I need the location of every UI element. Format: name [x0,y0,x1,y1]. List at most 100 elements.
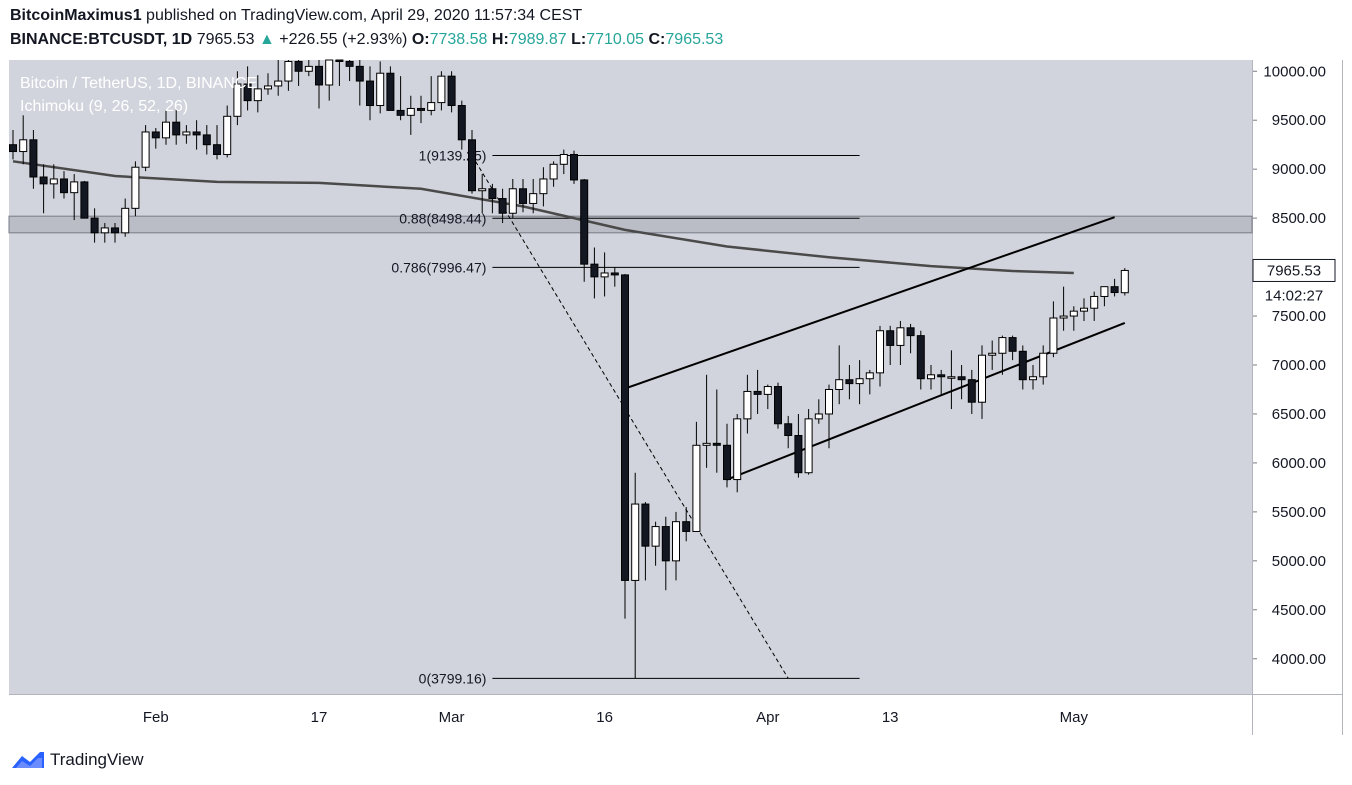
candle-body [825,388,833,415]
candle-body [804,418,813,474]
candle-body [947,376,956,379]
candle-body [335,59,344,62]
candle-body [998,337,1007,354]
x-tick-label: Feb [143,709,169,726]
candle-body [590,263,599,278]
candle-body [1110,286,1119,294]
candle-body [151,131,160,139]
high-value: 7989.87 [508,31,567,48]
candle-body [855,378,864,385]
candle-body [580,179,589,265]
candle-body [763,386,772,395]
candle-body [315,65,323,86]
x-tick-label: 16 [596,709,613,726]
candle-body [9,144,17,153]
fib-trend-line[interactable] [471,155,789,679]
candle-body [162,121,170,139]
candle-body [253,88,262,102]
candle-body [376,72,385,107]
candle-body [559,153,568,165]
candle-body [519,188,527,204]
candle-body [182,131,191,136]
price-change: +226.55 (+2.93%) [279,31,408,48]
chart-title: Bitcoin / TetherUS, 1D, BINANCE [20,75,257,92]
candle-body [1039,352,1048,378]
channel-lower-line[interactable] [726,321,1126,481]
candle-body [325,59,334,86]
ohlc-line: BINANCE:BTCUSDT, 1D 7965.53 ▲ +226.55 (+… [10,31,723,49]
candle-body [49,178,58,185]
y-tick-label: 9000.00 [1272,161,1326,178]
close-label: C: [648,31,666,48]
candle-body [1080,307,1088,312]
candle-body [865,372,874,380]
candle-body [682,521,691,532]
fib-retracement[interactable]: 1(9139.25) 0.88(8498.44) 0.786(7996.47) 0(3… [391,148,860,687]
candle-body [437,75,446,104]
moving-average-line [12,160,1074,275]
candle-body [406,107,415,116]
resistance-zone [8,215,1253,234]
x-tick-label: 17 [311,709,328,726]
candle-body [539,178,548,195]
candle-body [508,188,517,214]
fib-level-label: 0(3799.16) [419,670,487,686]
last-price: 7965.53 [196,31,255,48]
y-tick-label: 5500.00 [1272,504,1326,521]
candle-body [927,374,935,380]
candle-body [111,227,119,234]
candle-body [1008,337,1017,352]
candle-body [692,444,701,532]
candle-body [1018,350,1027,381]
candle-body [988,352,997,356]
y-tick-label: 6500.00 [1272,406,1326,423]
x-axis-ticks: Feb 17 Mar 16 Apr 13 May [143,709,1089,726]
candle-body [876,330,884,374]
low-value: 7710.05 [586,31,645,48]
tradingview-label: TradingView [50,750,144,769]
candle-body [886,330,895,346]
candle-body [386,72,395,111]
candle-body [202,134,211,146]
candle-body [712,442,721,446]
candle-body [906,327,915,337]
candle-body [529,193,538,204]
candle-body [478,188,487,192]
candle-body [1100,286,1109,297]
candle-body [19,139,28,153]
candle-body [121,207,130,234]
publish-line: BitcoinMaximus1 published on TradingView… [10,7,582,25]
symbol-label: BINANCE:BTCUSDT, 1D [10,31,193,48]
candle-body [366,80,374,107]
fib-level-label: 0.88(8498.44) [399,210,486,226]
open-label: O: [411,31,430,48]
candle-body [192,131,201,136]
countdown-label: 14:02:27 [1265,287,1323,304]
candle-body [345,60,354,67]
candle-body [457,105,466,141]
candle-body [967,379,976,403]
candle-body [355,65,364,82]
tradingview-cloud-icon [12,752,44,768]
indicator-label: Ichimoku (9, 26, 52, 26) [20,98,188,115]
candle-body [213,144,221,155]
price-chart[interactable]: 1(9139.25) 0.88(8498.44) 0.786(7996.47) 0(3… [0,0,1352,740]
candle-body [233,83,242,117]
price-axis[interactable] [1253,60,1343,694]
candle-body [304,65,313,72]
candle-body [100,227,109,234]
candle-body [172,121,181,136]
candle-body [845,379,854,385]
channel-upper-line[interactable] [624,216,1115,390]
candle-body [631,503,640,581]
author-name[interactable]: BitcoinMaximus1 [10,7,142,24]
tradingview-logo[interactable]: TradingView [10,749,144,771]
candle-body [60,178,68,194]
time-axis[interactable] [9,695,1343,735]
candle-body [784,423,793,437]
candle-body [1069,310,1078,317]
y-tick-label: 8500.00 [1272,210,1326,227]
candle-body [141,131,150,168]
candle-body [723,444,731,481]
published-text: published on TradingView.com, April 29, … [146,7,583,24]
